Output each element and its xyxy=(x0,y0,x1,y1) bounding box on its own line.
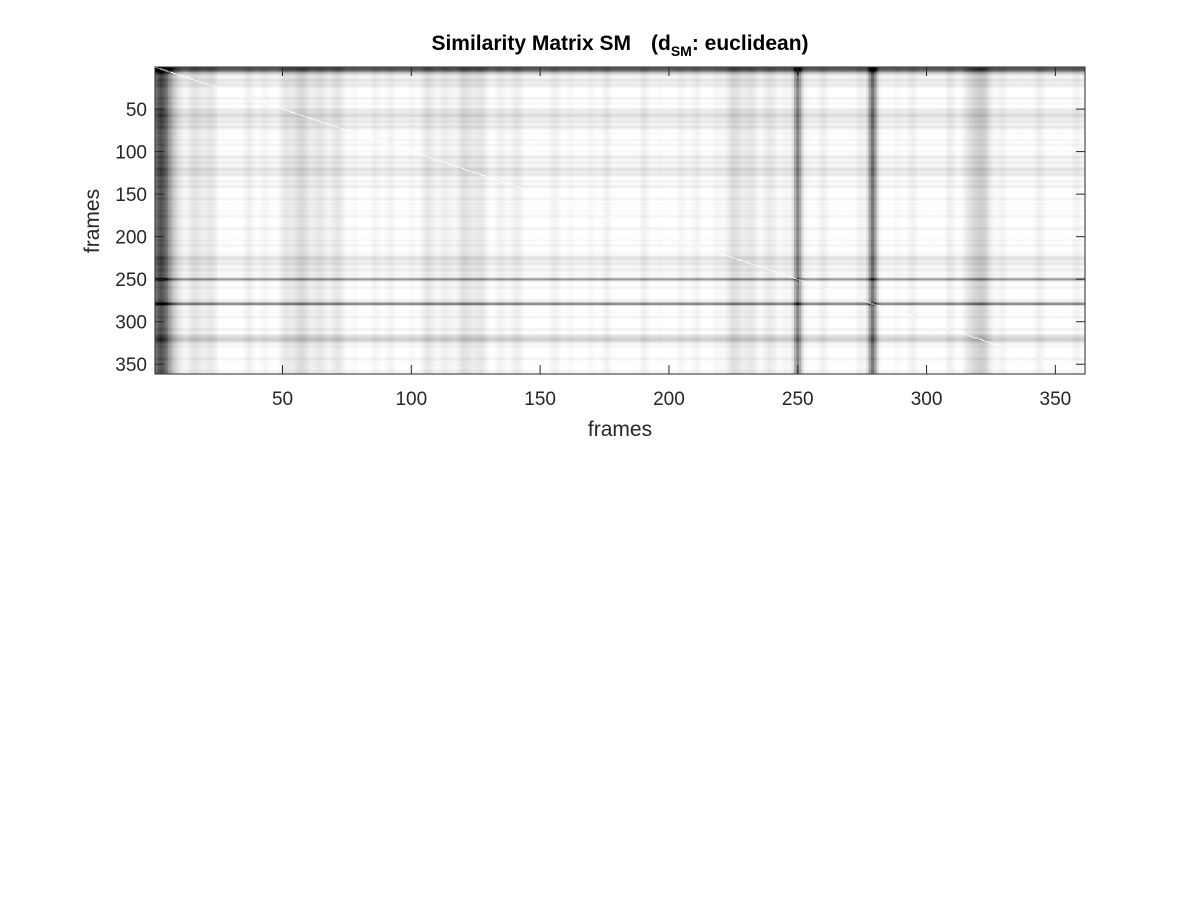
y-axis-ticks: 50 100 150 200 250 300 350 xyxy=(115,100,1085,376)
x-tick-label-2: 150 xyxy=(524,389,556,410)
x-tick-label-1: 100 xyxy=(395,389,427,410)
x-tick-label-5: 300 xyxy=(911,389,943,410)
y-tick-label-1: 100 xyxy=(115,143,147,164)
chart-title-main: Similarity Matrix SM xyxy=(431,32,631,55)
y-tick-label-5: 300 xyxy=(115,313,147,334)
x-axis-label: frames xyxy=(588,418,652,441)
heatmap-image xyxy=(155,67,1085,374)
x-tick-label-3: 200 xyxy=(653,389,685,410)
chart-title-subscript: SM xyxy=(671,43,692,59)
y-tick-label-4: 250 xyxy=(115,270,147,291)
x-tick-label-4: 250 xyxy=(782,389,814,410)
x-axis-ticks: 50 100 150 200 250 300 350 xyxy=(272,67,1071,410)
plot-frame xyxy=(154,66,1086,375)
x-tick-label-6: 350 xyxy=(1040,389,1072,410)
chart-title: Similarity Matrix SM (dSM: euclidean) xyxy=(431,32,808,59)
heatmap-raster xyxy=(155,67,1085,374)
y-axis-label: frames xyxy=(81,189,104,253)
chart-title-rest: : euclidean) xyxy=(692,32,809,55)
chart-title-open: (d xyxy=(651,32,671,55)
plot-area xyxy=(154,66,1086,375)
y-tick-label-3: 200 xyxy=(115,228,147,249)
y-tick-label-6: 350 xyxy=(115,355,147,376)
y-tick-label-2: 150 xyxy=(115,185,147,206)
y-tick-label-0: 50 xyxy=(126,100,147,121)
x-tick-label-0: 50 xyxy=(272,389,293,410)
